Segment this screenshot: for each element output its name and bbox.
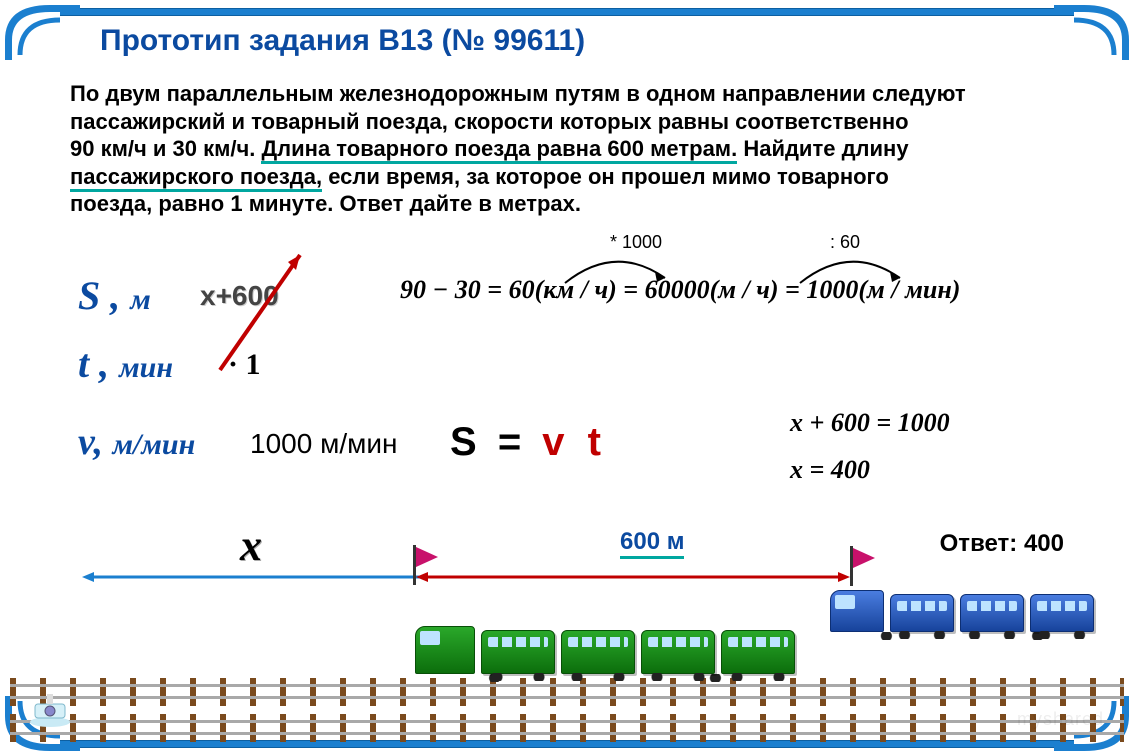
green-car [721, 630, 795, 674]
v-letter: v, [78, 421, 112, 463]
rails-track-2 [10, 714, 1124, 742]
problem-line4b: если время, за которое он прошел мимо то… [322, 164, 889, 189]
problem-underline-length: Длина товарного поезда равна 600 метрам. [261, 136, 737, 164]
formula-eq: = [488, 420, 531, 464]
t-letter: t , [78, 341, 119, 386]
var-v-label: v, м/мин [78, 420, 195, 464]
var-s-label: S , м [78, 272, 151, 319]
var-v-value: 1000 м/мин [250, 428, 397, 460]
s-unit: м [130, 283, 151, 316]
t-value-num: 1 [246, 348, 261, 381]
watermark: myshared [1017, 709, 1104, 730]
t-unit: мин [119, 351, 173, 384]
flag-end-icon [850, 546, 880, 586]
dimension-line [80, 567, 850, 587]
green-car [481, 630, 555, 674]
frame-top [60, 8, 1074, 16]
formula: S = v t [450, 420, 601, 465]
projector-icon [25, 692, 75, 728]
corner-tl [0, 0, 80, 60]
equation-2: x = 400 [790, 447, 950, 494]
problem-underline-find: пассажирского поезда, [70, 164, 322, 192]
v-unit: м/мин [112, 428, 195, 461]
formula-t: t [588, 420, 601, 464]
green-locomotive [415, 626, 475, 674]
rails-track-1 [10, 678, 1124, 706]
var-s-value: x+600 [200, 280, 279, 312]
green-car [561, 630, 635, 674]
formula-v: v [542, 420, 564, 464]
var-t-value: · 1 [228, 348, 261, 382]
blue-car [960, 594, 1024, 632]
page-title: Прототип задания В13 (№ 99611) [100, 24, 585, 58]
conversion-expression: 90 − 30 = 60(км / ч) = 60000(м / ч) = 10… [400, 275, 960, 305]
solution-equations: x + 600 = 1000 x = 400 [790, 400, 950, 494]
problem-line5: поезда, равно 1 минуте. Ответ дайте в ме… [70, 191, 581, 216]
flag-start-icon [413, 545, 443, 585]
var-t-label: t , мин [78, 340, 173, 387]
problem-line1: По двум параллельным железнодорожным пут… [70, 81, 966, 106]
s-letter: S , [78, 273, 130, 318]
diagram-x-label: x [240, 520, 262, 571]
diagram-600m-label: 600 м [620, 528, 684, 559]
problem-line2: пассажирский и товарный поезда, скорости… [70, 109, 909, 134]
blue-locomotive [830, 590, 884, 632]
blue-car [1030, 594, 1094, 632]
passenger-train-icon [830, 590, 1094, 632]
corner-tr [1054, 0, 1134, 60]
equation-1: x + 600 = 1000 [790, 400, 950, 447]
green-car [641, 630, 715, 674]
formula-S: S [450, 420, 477, 464]
freight-train-icon [415, 626, 795, 674]
blue-car [890, 594, 954, 632]
slide: Прототип задания В13 (№ 99611) По двум п… [0, 0, 1134, 756]
answer-text: Ответ: 400 [940, 530, 1064, 558]
problem-text: По двум параллельным железнодорожным пут… [70, 80, 1064, 218]
problem-line3a: 90 км/ч и 30 км/ч. [70, 136, 261, 161]
problem-line3c: Найдите длину [737, 136, 908, 161]
